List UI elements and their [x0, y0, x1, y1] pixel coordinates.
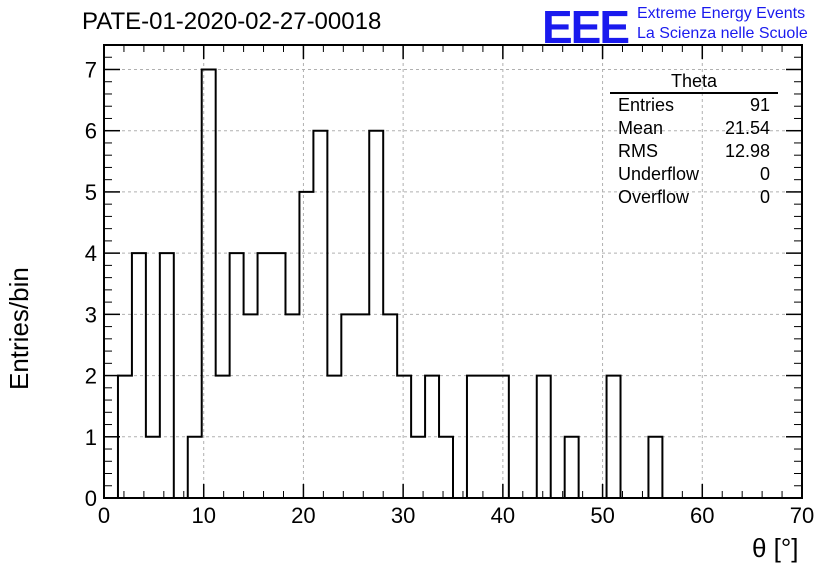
eee-logo: EEE: [542, 1, 630, 53]
x-tick-label: 60: [690, 503, 714, 528]
stats-row: Entries 91: [610, 94, 778, 117]
y-tick-label: 5: [85, 180, 97, 205]
chart-title: PATE-01-2020-02-27-00018: [82, 8, 382, 35]
stats-value: 12.98: [724, 141, 770, 161]
x-tick-label: 50: [590, 503, 614, 528]
logo-caption: Extreme Energy Events La Scienza nelle S…: [637, 4, 808, 44]
stats-title: Theta: [610, 72, 778, 94]
stats-value: 0: [759, 164, 770, 184]
x-tick-label: 70: [790, 503, 814, 528]
y-axis-label: Entries/bin: [4, 267, 34, 390]
stats-label: Underflow: [618, 164, 700, 184]
x-tick-label: 10: [191, 503, 215, 528]
y-tick-label: 4: [85, 241, 97, 266]
logo-caption-line1: Extreme Energy Events: [637, 5, 806, 22]
stats-row: RMS 12.98: [610, 140, 778, 163]
x-tick-label: 30: [391, 503, 415, 528]
stats-label: RMS: [618, 141, 658, 161]
stats-row: Overflow 0: [610, 186, 778, 209]
stats-row: Underflow 0: [610, 163, 778, 186]
stats-value: 91: [749, 95, 770, 115]
y-tick-label: 3: [85, 302, 97, 327]
y-tick-label: 1: [85, 425, 97, 450]
y-tick-label: 2: [85, 364, 97, 389]
y-tick-label: 0: [85, 486, 97, 511]
axis-ticks: [103, 45, 803, 499]
x-tick-label: 20: [291, 503, 315, 528]
x-axis-label: θ [°]: [752, 533, 799, 563]
stats-label: Entries: [618, 95, 675, 115]
stats-box: Theta Entries 91 Mean 21.54 RMS 12.98 Underflo…: [610, 72, 778, 209]
stats-rows: Entries 91 Mean 21.54 RMS 12.98 Underflow 0 Over…: [610, 94, 778, 209]
x-tick-label: 40: [491, 503, 515, 528]
logo-caption-line2: La Scienza nelle Scuole: [637, 25, 808, 42]
y-tick-label: 7: [85, 57, 97, 82]
stats-row: Mean 21.54: [610, 117, 778, 140]
y-tick-label: 6: [85, 119, 97, 144]
axis-tick-labels: 0 10 20 30 40 50 60 70 0 1 2 3 4 5 6 7: [85, 57, 814, 528]
plot-frame: [103, 44, 803, 499]
stats-label: Overflow: [618, 187, 690, 207]
stats-value: 0: [759, 187, 770, 207]
x-tick-label: 0: [98, 503, 110, 528]
stats-label: Mean: [618, 118, 664, 138]
stats-value: 21.54: [724, 118, 770, 138]
